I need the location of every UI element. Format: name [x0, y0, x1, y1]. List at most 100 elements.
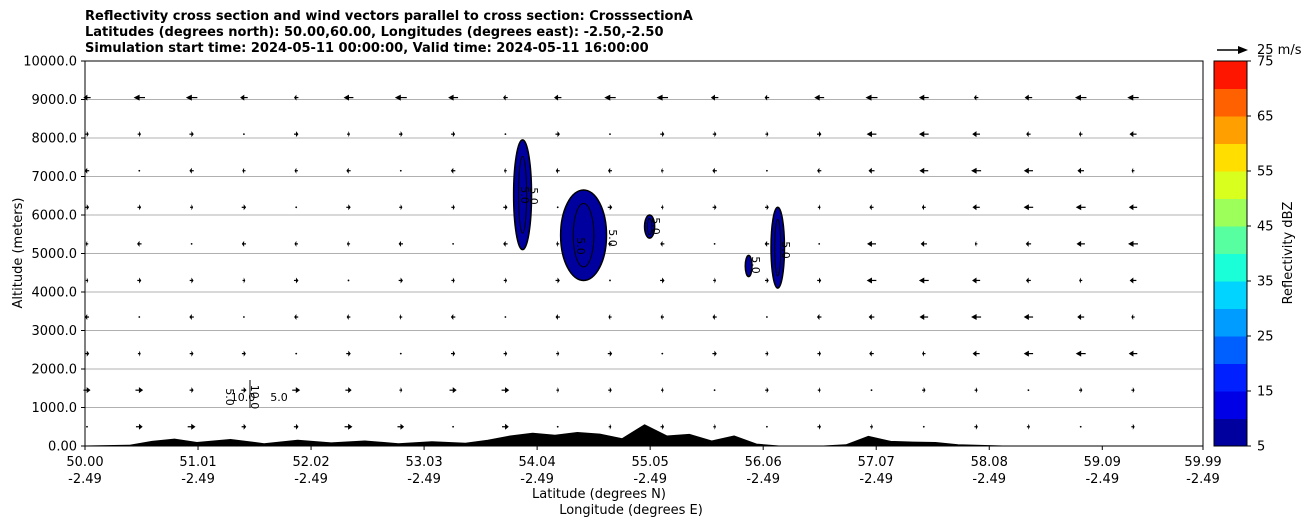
- wind-vector: [608, 314, 612, 321]
- wind-vector: [608, 240, 612, 247]
- colorbar-swatch: [1214, 363, 1247, 392]
- wind-vector: [241, 350, 246, 357]
- wind-dot: [661, 352, 664, 355]
- wind-head: [295, 387, 301, 394]
- wind-vector: [398, 240, 403, 247]
- wind-vector: [765, 350, 769, 357]
- terrain: [84, 424, 1204, 447]
- wind-head: [868, 167, 872, 174]
- wind-vector: [1074, 94, 1087, 101]
- wind-head: [714, 204, 717, 211]
- wind-vector: [1027, 389, 1030, 392]
- wind-vector: [137, 240, 142, 247]
- reflectivity-contour: [646, 217, 653, 236]
- colorbar-swatch: [1214, 171, 1247, 199]
- wind-vector: [918, 131, 929, 138]
- wind-vector: [347, 131, 350, 138]
- wind-vector: [607, 350, 613, 357]
- wind-head: [138, 387, 144, 394]
- wind-dot: [452, 242, 454, 245]
- wind-head: [189, 167, 192, 174]
- wind-dot: [504, 133, 507, 136]
- wind-vector: [922, 350, 926, 357]
- wind-head: [1131, 167, 1134, 174]
- wind-head: [921, 204, 924, 211]
- wind-head: [556, 240, 558, 247]
- x-tick-label-lon: -2.49: [1186, 472, 1220, 487]
- wind-vector: [451, 350, 456, 357]
- wind-vector: [504, 133, 507, 136]
- wind-vector: [713, 423, 716, 430]
- wind-vector: [1131, 423, 1135, 430]
- reflectivity-contour: [774, 218, 782, 277]
- wind-vector: [712, 167, 717, 174]
- wind-vector: [555, 131, 560, 138]
- wind-vector: [817, 387, 821, 394]
- wind-dot: [504, 316, 507, 318]
- wind-head: [1075, 204, 1082, 211]
- wind-head: [1025, 277, 1029, 284]
- y-tick-label: 2000.0: [32, 363, 78, 378]
- colorbar-swatch: [1214, 418, 1247, 447]
- wind-vector: [817, 204, 821, 211]
- axes: 0.00 1000.0 2000.0 3000.0 4000.0 5000.0 6000.0…: [11, 55, 1222, 519]
- wind-head: [348, 131, 350, 138]
- wind-vector: [870, 423, 873, 430]
- reflectivity-cell: [770, 206, 786, 289]
- wind-head: [918, 131, 925, 138]
- wind-head: [295, 131, 299, 138]
- wind-head: [343, 94, 349, 101]
- wind-head: [918, 277, 925, 284]
- wind-dot: [190, 242, 193, 245]
- wind-head: [295, 423, 299, 430]
- wind-vector: [713, 389, 716, 392]
- x-tick-label-lat: 54.04: [519, 455, 556, 470]
- wind-vector: [295, 206, 298, 209]
- wind-vector: [294, 240, 298, 247]
- wind-vector: [661, 167, 664, 174]
- wind-head: [869, 350, 872, 357]
- wind-vector: [972, 350, 980, 357]
- wind-head: [505, 387, 510, 394]
- wind-vector: [764, 204, 769, 211]
- wind-head: [766, 204, 769, 211]
- wind-head: [86, 387, 91, 394]
- wind-head: [865, 94, 872, 101]
- wind-key-head: [1238, 46, 1248, 54]
- y-tick-label: 3000.0: [32, 324, 78, 339]
- wind-head: [294, 314, 297, 321]
- wind-head: [608, 314, 611, 321]
- wind-vector: [972, 277, 981, 284]
- wind-vector: [918, 94, 929, 101]
- wind-vector: [241, 423, 247, 430]
- wind-vector: [817, 423, 821, 430]
- wind-vector: [918, 277, 929, 284]
- y-tick-label: 9000.0: [32, 93, 78, 108]
- wind-vector: [241, 204, 247, 211]
- wind-head: [1080, 387, 1083, 394]
- wind-head: [972, 131, 977, 138]
- contour-label: 5.0: [649, 217, 662, 235]
- wind-head: [923, 387, 926, 394]
- wind-vector: [448, 94, 459, 101]
- wind-head: [1131, 314, 1134, 321]
- wind-head: [241, 240, 245, 247]
- wind-vector: [293, 423, 299, 430]
- wind-vector: [865, 94, 878, 101]
- wind-vector: [1129, 131, 1137, 138]
- wind-vector: [766, 425, 768, 428]
- wind-vector: [1131, 167, 1135, 174]
- colorbar-frame: [1213, 60, 1248, 447]
- wind-vector: [399, 352, 402, 355]
- wind-vector: [710, 94, 719, 101]
- wind-head: [1028, 423, 1030, 430]
- wind-head: [919, 167, 925, 174]
- wind-head: [973, 94, 977, 101]
- x-tick-label-lon: -2.49: [859, 472, 893, 487]
- wind-vector: [1129, 277, 1137, 284]
- wind-head: [191, 131, 194, 138]
- wind-head: [818, 277, 822, 284]
- wind-vector: [1131, 314, 1135, 321]
- wind-vector: [712, 314, 717, 321]
- wind-head: [555, 167, 558, 174]
